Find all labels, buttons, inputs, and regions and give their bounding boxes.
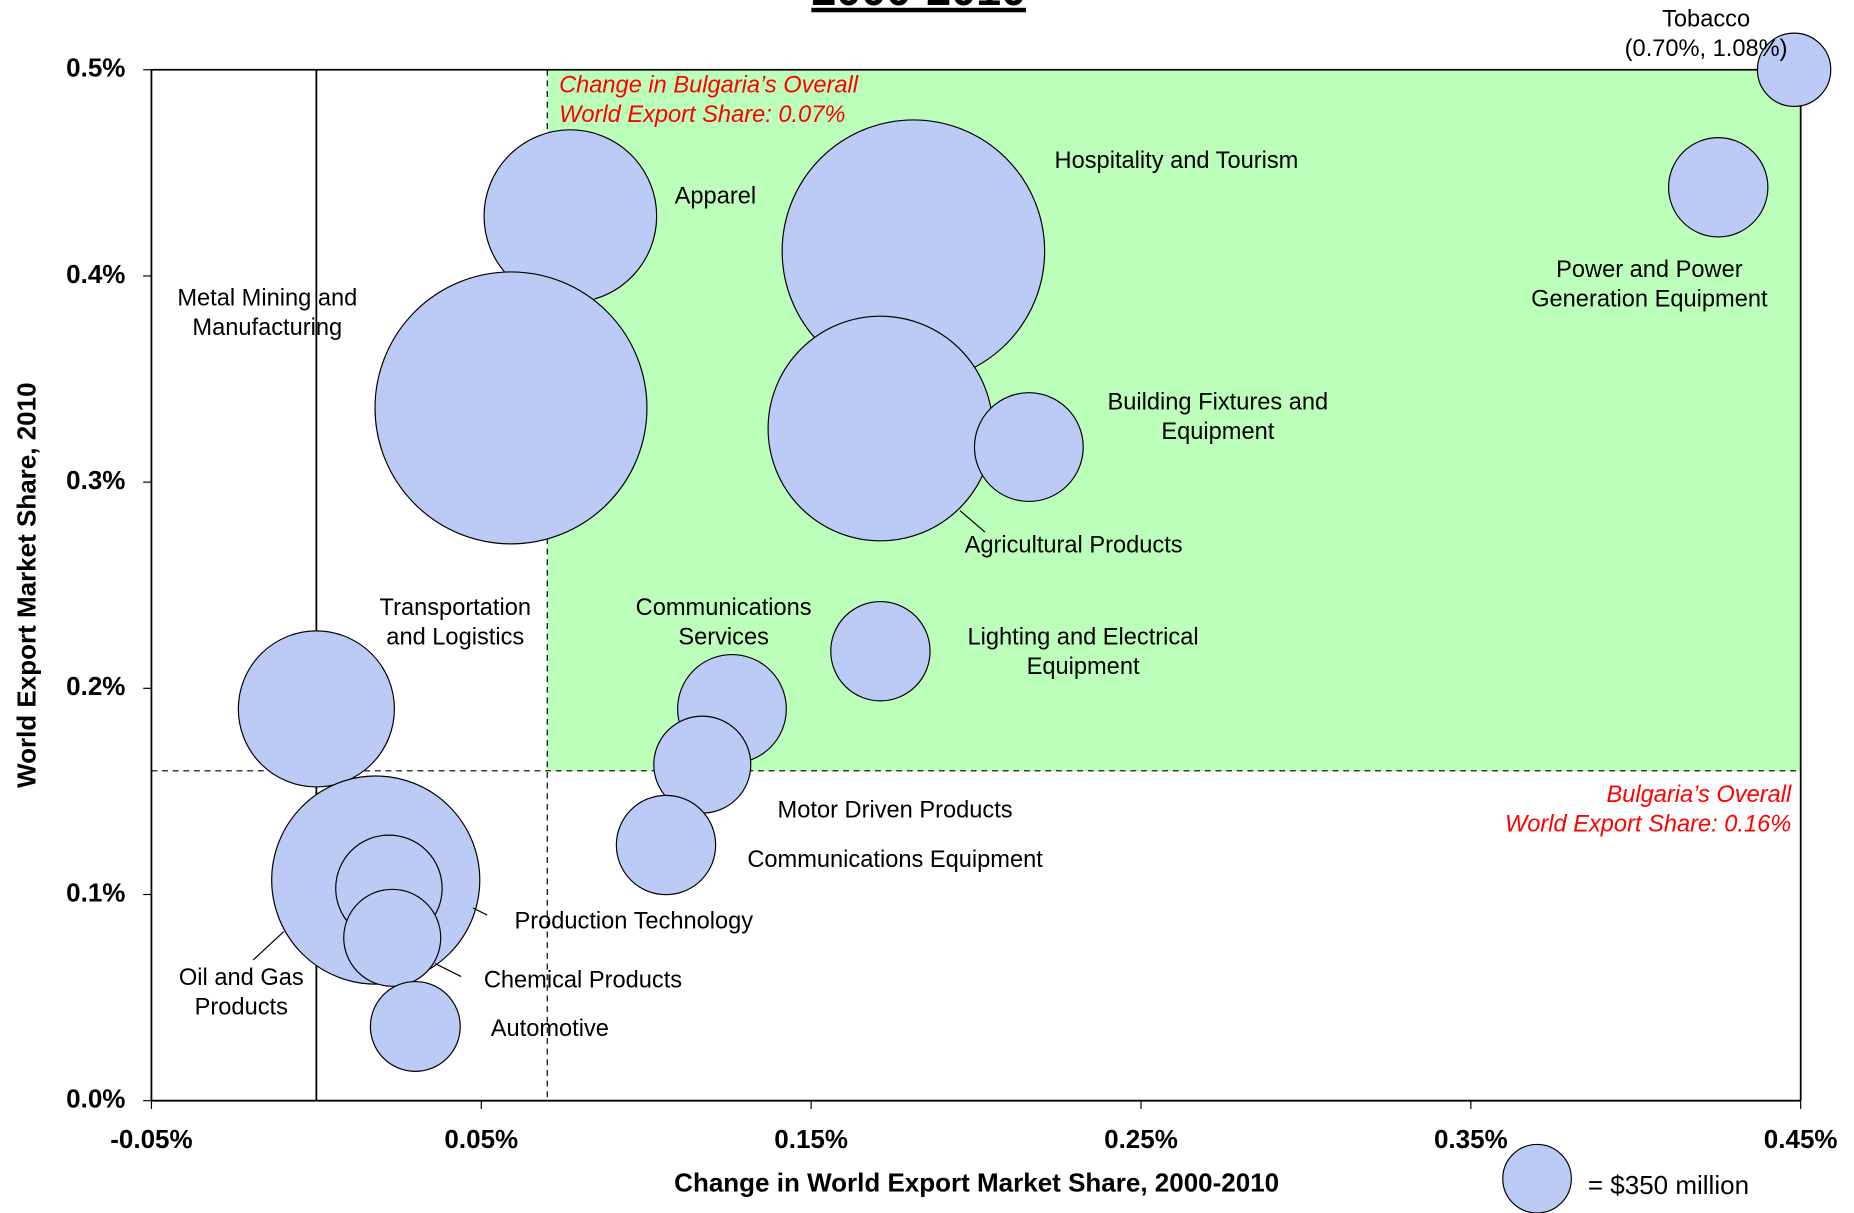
x-tick-label: -0.05% xyxy=(110,1124,192,1154)
annotation: Chemical Products xyxy=(484,968,682,994)
annotation: Agricultural Products xyxy=(965,532,1183,558)
bubble xyxy=(1667,137,1769,238)
bubble xyxy=(1756,32,1832,107)
annotation: Bulgaria’s Overall xyxy=(1607,782,1792,808)
annotation: Equipment xyxy=(1161,419,1274,445)
annotation: World Export Share: 0.07% xyxy=(559,102,845,128)
bubble xyxy=(830,600,931,702)
annotation: Oil and Gas xyxy=(179,965,304,991)
annotation: Apparel xyxy=(675,184,756,210)
legend-bubble xyxy=(1502,1143,1572,1213)
annotation: Tobacco xyxy=(1662,6,1750,32)
bubble xyxy=(615,794,717,896)
leader-line xyxy=(472,907,488,916)
annotation: Communications Equipment xyxy=(747,847,1043,873)
y-tick-label: 0.1% xyxy=(66,877,125,907)
annotation: Products xyxy=(195,995,288,1021)
leader-line xyxy=(434,963,462,978)
annotation: Motor Driven Products xyxy=(778,797,1013,823)
annotation: Services xyxy=(678,625,769,651)
legend-label: = $350 million xyxy=(1588,1170,1749,1200)
y-tick-label: 0.5% xyxy=(66,53,125,83)
annotation: Production Technology xyxy=(514,908,753,934)
highlight-region xyxy=(547,69,1801,771)
bubble xyxy=(767,315,994,542)
chart-title: 2000-2010 xyxy=(811,0,1026,15)
annotation: (0.70%, 1.08%) xyxy=(1625,36,1788,62)
bubble xyxy=(374,271,648,545)
annotation: Lighting and Electrical xyxy=(967,625,1198,651)
x-tick-label: 0.25% xyxy=(1104,1124,1178,1154)
bubble xyxy=(973,392,1084,503)
annotation: Change in Bulgaria’s Overall xyxy=(559,73,859,99)
annotation: Manufacturing xyxy=(192,315,342,341)
bubble xyxy=(369,980,461,1072)
x-tick-label: 0.05% xyxy=(444,1124,518,1154)
x-tick-label: 0.15% xyxy=(774,1124,848,1154)
annotation: Equipment xyxy=(1027,654,1140,680)
annotation: Metal Mining and xyxy=(177,285,357,311)
leader-line xyxy=(252,931,285,961)
y-axis-label: World Export Market Share, 2010 xyxy=(11,382,41,788)
bubble xyxy=(343,888,442,987)
leader-line xyxy=(959,510,986,533)
y-tick-label: 0.0% xyxy=(66,1084,125,1114)
bubble xyxy=(237,630,395,788)
annotation: Automotive xyxy=(491,1016,609,1042)
x-tick-label: 0.35% xyxy=(1434,1124,1508,1154)
y-tick-label: 0.3% xyxy=(66,465,125,495)
annotation: and Logistics xyxy=(386,625,524,651)
y-tick-label: 0.2% xyxy=(66,671,125,701)
annotation: Power and Power xyxy=(1556,257,1743,283)
y-tick-label: 0.4% xyxy=(66,259,125,289)
x-axis-label: Change in World Export Market Share, 200… xyxy=(674,1168,1279,1198)
annotation: World Export Share: 0.16% xyxy=(1505,811,1791,837)
annotation: Generation Equipment xyxy=(1531,287,1768,313)
annotation: Hospitality and Tourism xyxy=(1055,148,1299,174)
x-tick-label: 0.45% xyxy=(1764,1124,1838,1154)
annotation: Transportation xyxy=(380,595,531,621)
annotation: Communications xyxy=(636,595,812,621)
annotation: Building Fixtures and xyxy=(1108,389,1329,415)
